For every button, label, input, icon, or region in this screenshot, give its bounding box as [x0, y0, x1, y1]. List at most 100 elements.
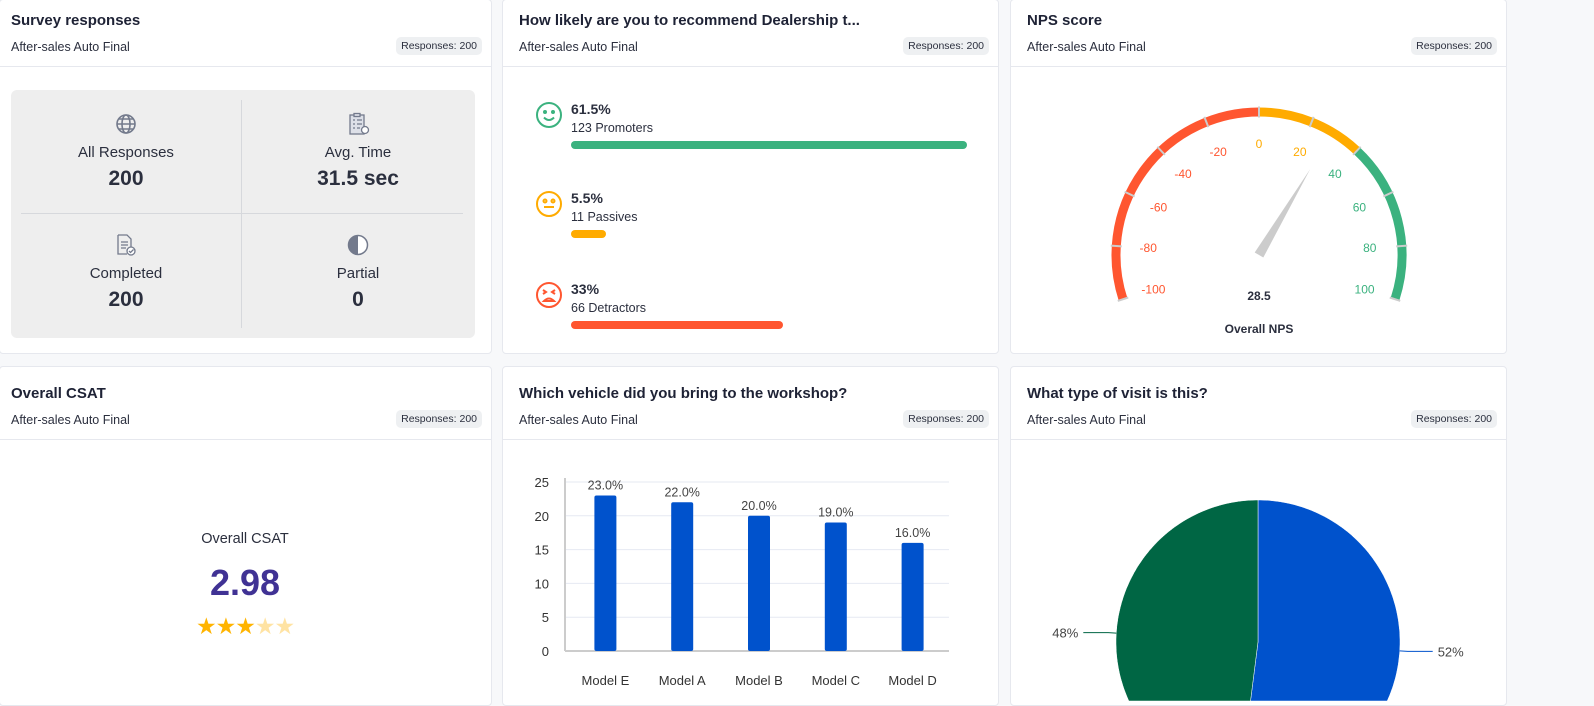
gauge-label: Overall NPS [1225, 322, 1294, 336]
promoters-percent: 61.5% [571, 101, 611, 117]
stat-partial: Partial 0 [243, 233, 473, 353]
y-tick-label: 25 [535, 475, 549, 490]
bar-data-label: 23.0% [588, 479, 623, 493]
gauge-tick [1389, 296, 1401, 302]
y-tick-label: 15 [535, 543, 549, 558]
passives-row: 5.5% 11 Passives [533, 190, 973, 240]
y-tick-label: 20 [535, 509, 549, 524]
card-subtitle: After-sales Auto Final [11, 40, 130, 54]
y-tick-label: 0 [542, 644, 549, 659]
gauge-needle [1254, 169, 1311, 258]
responses-badge: Responses: 200 [396, 410, 482, 428]
stat-avg-time: Avg. Time 31.5 sec [243, 112, 473, 234]
card-title: Survey responses [11, 12, 141, 29]
gauge-tick-label: -80 [1140, 241, 1158, 255]
gauge-band [1258, 107, 1360, 155]
y-tick-label: 5 [542, 610, 549, 625]
card-header: NPS score After-sales Auto Final Respons… [1011, 0, 1506, 67]
neutral-face-icon [536, 191, 562, 217]
stat-label: All Responses [78, 144, 174, 161]
gauge-tick-label: 0 [1256, 137, 1263, 151]
visit-type-card: What type of visit is this? After-sales … [1010, 366, 1507, 706]
gauge-tick-label: -40 [1174, 167, 1192, 181]
detractors-count: 66 Detractors [571, 301, 647, 315]
x-tick-label: Model B [735, 673, 783, 688]
bar [901, 542, 924, 651]
card-subtitle: After-sales Auto Final [519, 40, 638, 54]
gauge-tick [1382, 190, 1394, 198]
card-subtitle: After-sales Auto Final [1027, 40, 1146, 54]
gauge-tick [1352, 146, 1362, 156]
gauge-tick [1110, 244, 1122, 248]
half-circle-icon [347, 234, 369, 256]
vehicle-card: Which vehicle did you bring to the works… [502, 366, 999, 706]
stat-label: Avg. Time [324, 144, 392, 161]
gauge-tick-label: -100 [1141, 282, 1165, 296]
visit-pie-chart: 52% 48% [1052, 499, 1464, 702]
nps-gauge: 28.5 Overall NPS -100 -80 -60 -40 -20 0 20 40 60… [1110, 106, 1408, 336]
stat-value: 31.5 sec [317, 167, 399, 190]
card-header: Which vehicle did you bring to the works… [503, 367, 998, 440]
gauge-tick [1308, 116, 1315, 128]
horizontal-divider [21, 213, 463, 214]
x-tick-label: Model D [888, 673, 936, 688]
responses-badge: Responses: 200 [903, 37, 989, 55]
bar [824, 522, 847, 651]
gauge-tick-label: 80 [1363, 241, 1377, 255]
promoters-bar [571, 141, 967, 149]
detractors-bar [571, 321, 784, 329]
card-header: Survey responses After-sales Auto Final … [0, 0, 491, 67]
star-empty-icon: ★ [254, 613, 276, 639]
globe-icon [116, 114, 136, 134]
card-header: How likely are you to recommend Dealersh… [503, 0, 998, 67]
clipboard-clock-icon [349, 112, 370, 135]
bar [748, 515, 770, 651]
bar [594, 495, 617, 651]
card-title: Which vehicle did you bring to the works… [519, 385, 848, 402]
stat-label: Partial [336, 265, 380, 282]
responses-badge: Responses: 200 [396, 37, 482, 55]
angry-face-icon [536, 282, 562, 308]
stats-grid: All Responses 200 Avg. Time 31.5 sec Com… [11, 90, 475, 338]
vertical-divider [241, 100, 242, 328]
passives-percent: 5.5% [571, 190, 603, 206]
card-subtitle: After-sales Auto Final [11, 413, 130, 427]
promoters-row: 61.5% 123 Promoters [533, 101, 973, 151]
pie-label-line [1083, 632, 1117, 634]
bar-data-label: 16.0% [895, 526, 930, 540]
bar [671, 502, 694, 651]
card-title: How likely are you to recommend Dealersh… [519, 12, 860, 29]
x-tick-label: Model E [582, 673, 630, 688]
gauge-tick [1156, 146, 1166, 156]
pie-data-label: 48% [1052, 626, 1078, 641]
stat-value: 200 [108, 288, 144, 311]
stat-completed: Completed 200 [11, 233, 241, 353]
gauge-value: 28.5 [1247, 289, 1271, 303]
star-filled-icon: ★ [195, 613, 217, 639]
detractors-percent: 33% [571, 281, 600, 297]
x-tick-label: Model C [812, 673, 860, 688]
card-header: Overall CSAT After-sales Auto Final Resp… [0, 367, 491, 440]
stat-value: 0 [352, 288, 364, 311]
vehicle-bar-chart: 0 5 10 15 20 25 23.0% Model E 22.0% Model A 20.0% M… [535, 475, 949, 688]
card-title: What type of visit is this? [1027, 385, 1208, 402]
card-title: Overall CSAT [11, 385, 106, 402]
card-title: NPS score [1027, 12, 1103, 29]
pie-data-label: 52% [1438, 644, 1464, 659]
nps-score-card: NPS score After-sales Auto Final Respons… [1010, 0, 1507, 354]
pie-slice [1250, 499, 1401, 702]
y-tick-label: 10 [535, 576, 549, 591]
survey-responses-card: Survey responses After-sales Auto Final … [0, 0, 492, 354]
gauge-tick [1203, 116, 1210, 128]
detractors-row: 33% 66 Detractors [533, 281, 973, 331]
passives-bar [571, 230, 607, 238]
csat-value: 2.98 [209, 562, 281, 603]
gauge-band [1353, 147, 1407, 301]
recommend-card: How likely are you to recommend Dealersh… [502, 0, 999, 354]
gauge-tick-label: -20 [1209, 145, 1227, 159]
star-filled-icon: ★ [215, 613, 237, 639]
gauge-tick-label: 60 [1353, 201, 1367, 215]
bar-data-label: 19.0% [818, 506, 853, 520]
gauge-tick-label: 40 [1328, 167, 1342, 181]
card-subtitle: After-sales Auto Final [519, 413, 638, 427]
